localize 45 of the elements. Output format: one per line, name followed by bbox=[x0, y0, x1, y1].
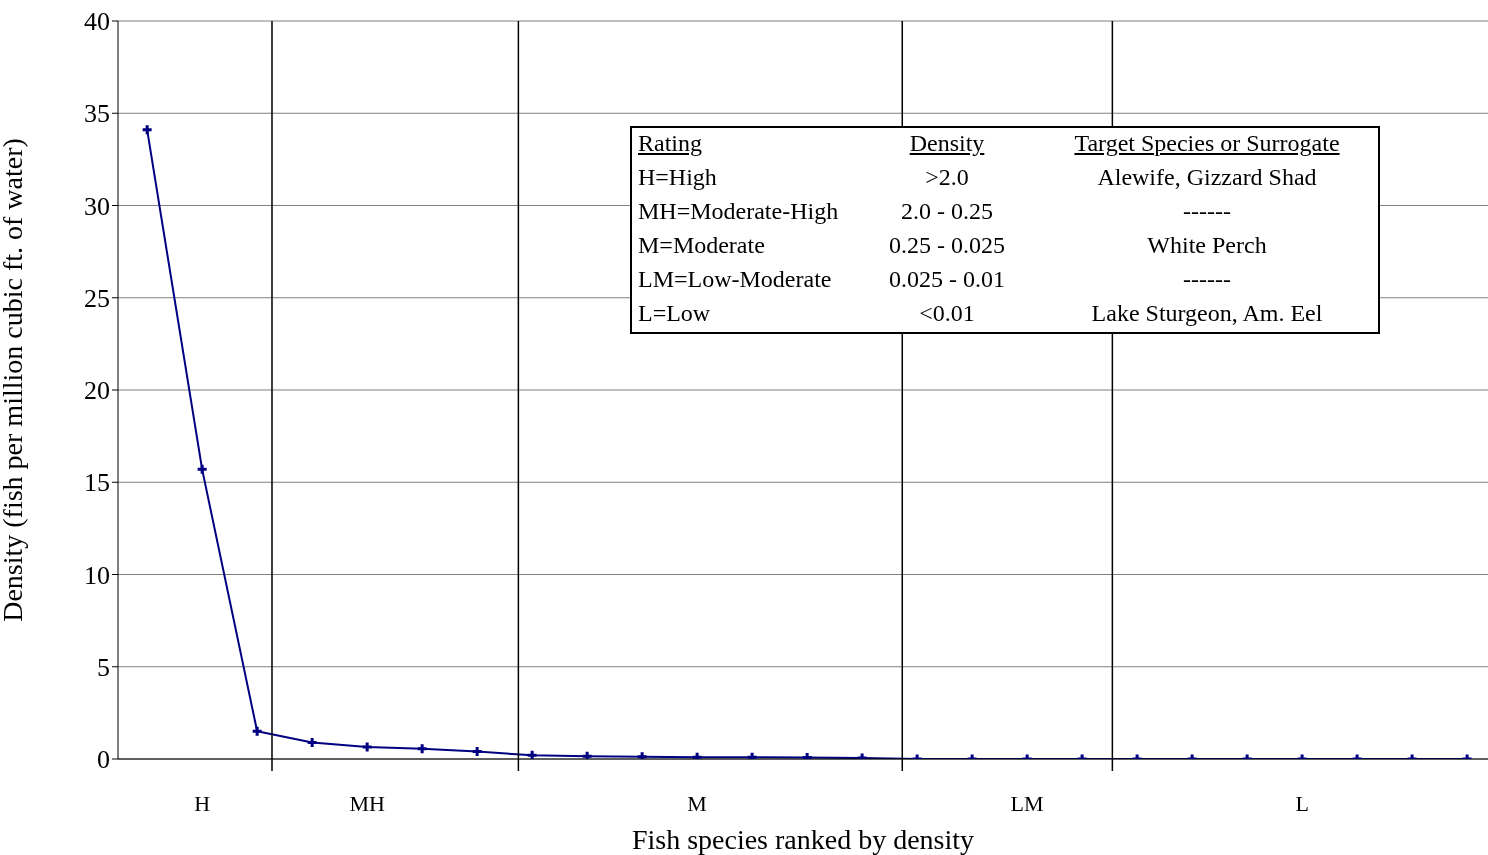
x-axis-title: Fish species ranked by density bbox=[631, 824, 975, 855]
point bbox=[197, 464, 207, 474]
point bbox=[307, 737, 317, 747]
y-tick-label: 30 bbox=[84, 191, 110, 221]
annotation: >2.0 bbox=[924, 164, 970, 191]
y-tick-label: 5 bbox=[97, 652, 110, 682]
point bbox=[417, 744, 427, 754]
y-axis-title: Density (fish per million cubic ft. of water) bbox=[0, 138, 28, 622]
annotation: H=High bbox=[638, 164, 718, 191]
annotation: ------ bbox=[1182, 198, 1232, 225]
point bbox=[362, 742, 372, 752]
annotation: Density bbox=[908, 130, 986, 157]
x-tick-label: M bbox=[687, 790, 707, 816]
annotation: L=Low bbox=[638, 300, 712, 327]
annotation: Target Species or Surrogate bbox=[1073, 130, 1341, 157]
annotation: Lake Sturgeon, Am. Eel bbox=[1090, 300, 1324, 327]
annotation: Alewife, Gizzard Shad bbox=[1096, 164, 1318, 191]
y-tick-label: 35 bbox=[84, 99, 110, 129]
y-tick-label: 15 bbox=[84, 468, 110, 498]
point bbox=[747, 752, 757, 759]
point bbox=[692, 752, 702, 759]
point bbox=[252, 726, 262, 736]
annotation: 0.25 - 0.025 bbox=[888, 232, 1006, 259]
point bbox=[582, 751, 592, 759]
annotation: LM=Low-Moderate bbox=[638, 266, 833, 293]
point bbox=[527, 750, 537, 759]
annotation: 2.0 - 0.25 bbox=[900, 198, 994, 225]
point bbox=[637, 752, 647, 759]
x-tick-label: H bbox=[194, 790, 211, 816]
y-tick-label: 20 bbox=[84, 376, 110, 406]
x-tick-label: MH bbox=[349, 790, 385, 816]
annotation: MH=Moderate-High bbox=[638, 198, 840, 225]
x-tick-label: L bbox=[1295, 790, 1309, 816]
y-tick-label: 40 bbox=[84, 7, 110, 37]
y-tick-label: 25 bbox=[84, 283, 110, 313]
annotation: White Perch bbox=[1146, 232, 1268, 259]
annotation: ------ bbox=[1182, 266, 1232, 293]
annotation: Rating bbox=[638, 130, 703, 157]
annotation: 0.025 - 0.01 bbox=[888, 266, 1006, 293]
y-tick-label: 10 bbox=[84, 560, 110, 590]
annotation: <0.01 bbox=[918, 300, 976, 327]
x-tick-label: LM bbox=[1010, 790, 1044, 816]
annotation: M=Moderate bbox=[638, 232, 766, 259]
y-tick-label: 0 bbox=[97, 745, 110, 775]
point bbox=[142, 125, 152, 135]
